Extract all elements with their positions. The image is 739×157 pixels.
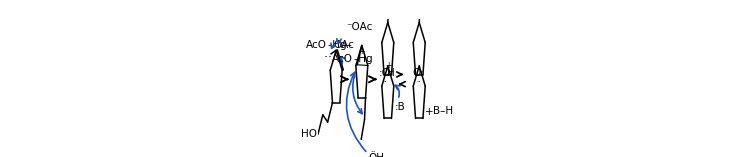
Text: ··: ·· <box>416 79 421 85</box>
Text: ··: ·· <box>324 51 336 64</box>
Text: HO: HO <box>301 129 317 139</box>
Text: +: + <box>358 47 364 56</box>
Text: +: + <box>425 107 434 117</box>
Text: H: H <box>387 68 395 78</box>
Text: AcO: AcO <box>306 41 327 50</box>
Text: –Hg–: –Hg– <box>327 41 352 50</box>
Text: –Hg: –Hg <box>353 54 373 64</box>
Text: ··: ·· <box>382 79 386 85</box>
Text: :O: :O <box>378 68 390 78</box>
Text: OAc: OAc <box>333 41 354 50</box>
Text: ⁻OAc: ⁻OAc <box>346 22 372 32</box>
Text: :B: :B <box>395 102 405 112</box>
Text: AcO: AcO <box>333 54 353 64</box>
Text: O:: O: <box>413 68 424 78</box>
Text: B–H: B–H <box>433 106 453 116</box>
Text: +: + <box>385 62 392 70</box>
Text: ÖH: ÖH <box>368 153 384 157</box>
